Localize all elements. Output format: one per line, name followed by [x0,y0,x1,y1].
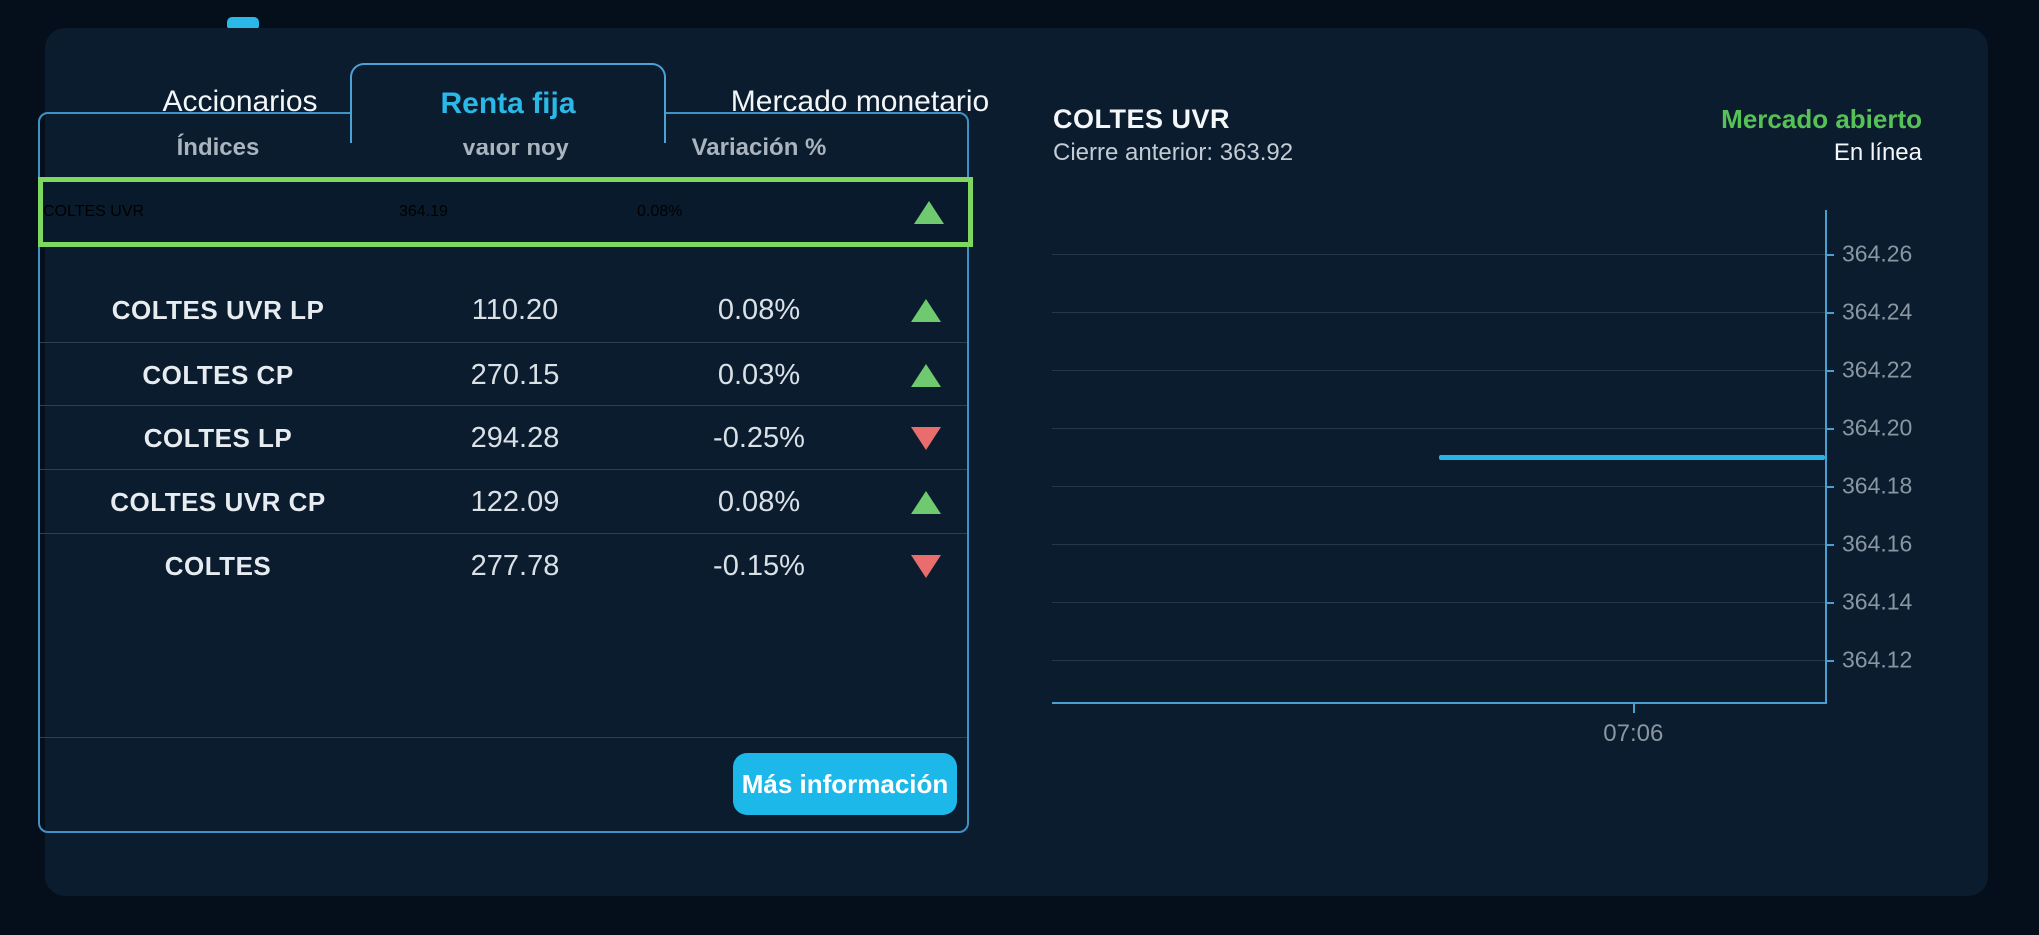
y-axis-tick [1825,311,1834,314]
table-row[interactable]: COLTES LP 294.28 -0.25% [40,405,967,470]
y-axis-tick [1825,427,1834,430]
market-status-badge: Mercado abierto [1721,104,1922,134]
y-axis-line [1825,210,1827,703]
gridline [1052,659,1825,661]
price-series-line [1438,454,1825,460]
y-axis-label: 364.16 [1842,530,1913,556]
x-axis-line [1052,702,1827,704]
gridline [1052,253,1825,255]
index-change: 0.08% [717,485,801,518]
index-change: 0.03% [717,358,801,391]
main-panel [45,28,1988,896]
index-name: COLTES [164,550,272,581]
index-name: COLTES LP [143,422,293,453]
y-axis-tick [1825,659,1834,662]
y-axis-tick [1825,543,1834,546]
price-chart: 364.26 364.24 364.22 364.20 364.18 364.16 364.… [1052,210,1912,747]
x-axis-label: 07:06 [1603,720,1664,747]
triangle-down-icon [884,554,967,578]
index-change: -0.25% [713,421,805,454]
index-value: 110.20 [471,293,559,326]
table-row[interactable]: COLTES CP 270.15 0.03% [40,342,967,407]
triangle-up-icon [884,298,967,322]
gridline [1052,543,1825,545]
detail-title: COLTES UVR [1053,104,1231,134]
index-value: 294.28 [470,421,560,454]
table-row[interactable]: COLTES UVR LP 110.20 0.08% [40,278,967,342]
index-value: 122.09 [470,485,560,518]
more-info-button[interactable]: Más información [733,753,957,815]
index-value: 277.78 [470,549,560,582]
y-axis-label: 364.18 [1842,472,1913,498]
gridline [1052,485,1825,487]
y-axis-tick [1825,601,1834,604]
x-axis-tick [1633,704,1636,713]
previous-close-text: Cierre anterior: 363.92 [1053,139,1294,166]
table-row-selected[interactable]: COLTES UVR 364.19 0.08% [38,177,973,247]
tab-renta-fija-label: Renta fija [440,87,576,120]
indices-table-card: Índices Valor hoy Variación % COLTES UVR… [38,112,973,833]
connection-status: En línea [1833,139,1922,166]
gridline [1052,427,1825,429]
index-change: 0.08% [637,203,683,220]
index-name: COLTES CP [142,359,294,390]
table-row[interactable]: COLTES UVR CP 122.09 0.08% [40,469,967,534]
y-axis-tick [1825,485,1834,488]
tab-accionarios[interactable]: Accionarios [95,63,385,141]
gridline [1052,601,1825,603]
y-axis-label: 364.22 [1842,356,1913,382]
tab-mercado-monetario-label: Mercado monetario [730,85,990,118]
gridline [1052,311,1825,313]
index-name: COLTES UVR CP [110,486,326,517]
top-accent-fragment [227,17,259,29]
tab-accionarios-label: Accionarios [162,85,318,118]
triangle-up-icon [884,363,967,387]
y-axis-label: 364.14 [1842,588,1913,614]
y-axis-label: 364.12 [1842,646,1913,672]
index-value: 364.19 [399,203,448,220]
y-axis-tick [1825,253,1834,256]
triangle-down-icon [884,426,967,450]
table-header-indices: Índices [176,134,260,161]
index-change: -0.15% [713,549,805,582]
table-header-variacion: Variación % [691,134,827,161]
y-axis-label: 364.20 [1842,414,1913,440]
index-value: 270.15 [470,358,560,391]
triangle-up-icon [884,490,967,514]
y-axis-label: 364.26 [1842,240,1913,266]
triangle-up-icon [887,200,970,224]
table-row[interactable]: COLTES 277.78 -0.15% [40,533,967,598]
index-name: COLTES UVR [43,203,145,220]
index-change: 0.08% [717,293,801,326]
tab-mercado-monetario[interactable]: Mercado monetario [700,63,1020,141]
gridline [1052,369,1825,371]
index-name: COLTES UVR LP [111,294,325,325]
y-axis-tick [1825,369,1834,372]
card-divider [40,737,967,738]
y-axis-label: 364.24 [1842,298,1913,324]
tab-renta-fija[interactable]: Renta fija [350,63,666,143]
